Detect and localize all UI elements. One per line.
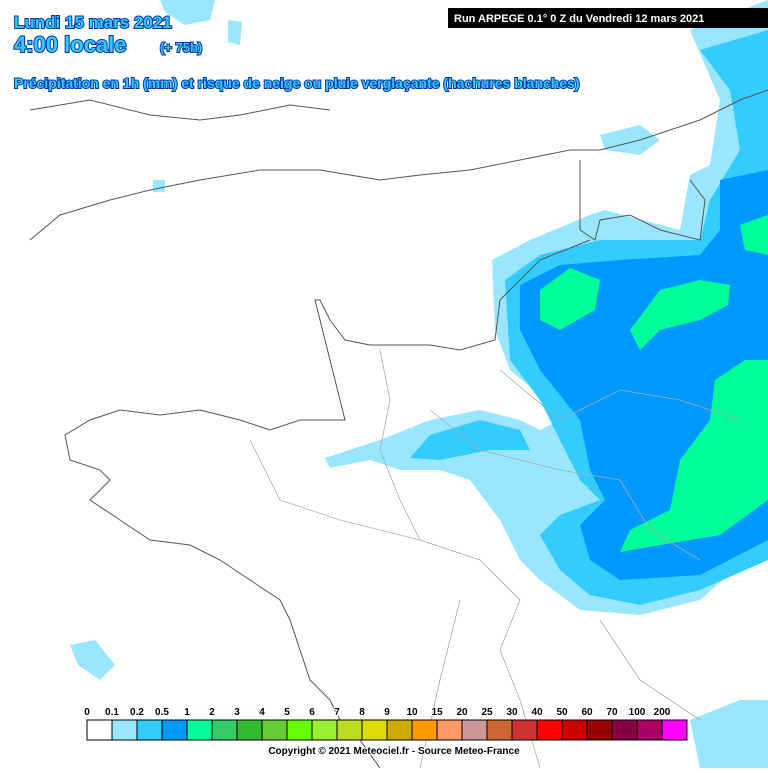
color-legend: 0 0.1 0.2 0.5 1 2 3 4 5 6 7 8 9 10 15 20 25 30 40 50 60 70 100… xyxy=(83,706,688,741)
legend-swatch xyxy=(211,719,238,741)
legend-swatch xyxy=(611,719,638,741)
legend-label: 2 xyxy=(209,707,215,718)
legend-swatch xyxy=(111,719,138,741)
legend-swatch xyxy=(561,719,588,741)
border xyxy=(249,369,741,561)
precip-area xyxy=(410,420,530,460)
coastline xyxy=(579,160,706,241)
legend-label: 25 xyxy=(481,707,493,718)
legend-label: 5 xyxy=(284,707,290,718)
legend-label: 0.5 xyxy=(155,707,169,718)
legend-swatch xyxy=(536,719,563,741)
legend-swatch xyxy=(286,719,313,741)
legend-swatch xyxy=(386,719,413,741)
legend-swatch xyxy=(586,719,613,741)
legend-swatch xyxy=(186,719,213,741)
legend-swatch xyxy=(86,719,113,741)
legend-label: 100 xyxy=(629,707,646,718)
map-lead-time: (+ 75h) xyxy=(160,40,202,55)
legend-label: 3 xyxy=(234,707,240,718)
legend-swatch xyxy=(136,719,163,741)
coastline xyxy=(64,239,591,769)
run-label-bg xyxy=(448,8,768,28)
coastlines xyxy=(29,89,768,769)
legend-label: 30 xyxy=(506,707,518,718)
precip-area xyxy=(228,20,242,45)
legend-label: 9 xyxy=(384,707,390,718)
legend-label: 8 xyxy=(359,707,365,718)
legend-swatch xyxy=(661,719,688,741)
precip-area xyxy=(620,360,768,552)
precip-area xyxy=(160,0,215,25)
legend-swatch xyxy=(311,719,338,741)
legend-swatch xyxy=(636,719,663,741)
legend-label: 40 xyxy=(531,707,543,718)
legend-label: 50 xyxy=(556,707,568,718)
precip-area xyxy=(630,280,730,350)
precip-area xyxy=(153,180,165,192)
legend-label: 200 xyxy=(654,707,671,718)
border xyxy=(379,349,541,769)
legend-swatch xyxy=(511,719,538,741)
legend-swatch xyxy=(461,719,488,741)
precip-area xyxy=(600,125,660,155)
coastline xyxy=(29,89,768,241)
precip-area xyxy=(740,215,768,255)
legend-swatch xyxy=(436,719,463,741)
precip-area xyxy=(70,640,115,680)
map-description: Précipitation en 1h (mm) et risque de ne… xyxy=(14,75,580,91)
legend-label: 0.1 xyxy=(105,707,119,718)
legend-label: 1 xyxy=(184,707,190,718)
precip-area xyxy=(540,268,600,330)
legend-label: 0 xyxy=(84,707,90,718)
legend-label: 20 xyxy=(456,707,468,718)
map-time: 4:00 locale xyxy=(14,32,127,57)
legend-label: 6 xyxy=(309,707,315,718)
legend-swatch xyxy=(161,719,188,741)
legend-swatch xyxy=(236,719,263,741)
legend-label: 0.2 xyxy=(130,707,144,718)
border xyxy=(419,599,701,769)
legend-label: 15 xyxy=(431,707,443,718)
legend-swatch xyxy=(361,719,388,741)
legend-label: 60 xyxy=(581,707,593,718)
legend-swatch xyxy=(486,719,513,741)
legend-swatch xyxy=(336,719,363,741)
legend-label: 7 xyxy=(334,707,340,718)
precipitation xyxy=(70,0,768,768)
run-label: Run ARPEGE 0.1° 0 Z du Vendredi 12 mars … xyxy=(454,13,704,25)
legend-label: 10 xyxy=(406,707,418,718)
map-date: Lundi 15 mars 2021 xyxy=(14,13,172,32)
legend-swatch xyxy=(261,719,288,741)
legend-label: 70 xyxy=(606,707,618,718)
copyright: Copyright © 2021 Meteociel.fr - Source M… xyxy=(268,746,520,757)
legend-label: 4 xyxy=(259,707,265,718)
legend-swatch xyxy=(411,719,438,741)
coastline xyxy=(29,99,331,121)
